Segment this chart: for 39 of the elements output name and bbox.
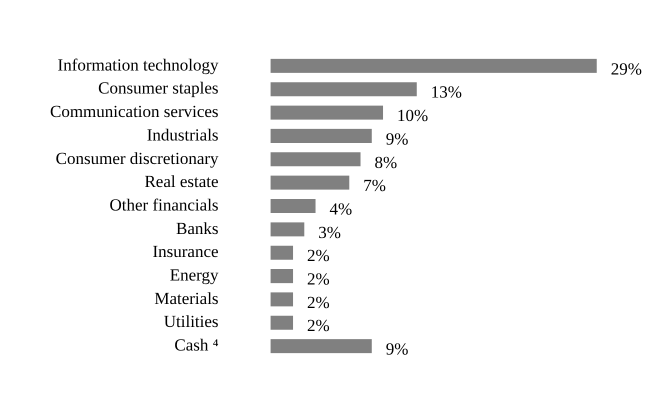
data-label: 8% — [374, 152, 398, 172]
bar — [270, 152, 361, 166]
y-tick-label: Information technology — [58, 55, 220, 74]
data-label: 2% — [307, 316, 330, 336]
bar — [270, 339, 372, 354]
bar — [270, 198, 316, 214]
bar — [270, 316, 294, 330]
y-tick-label: Energy — [170, 266, 220, 285]
y-tick-label: Utilities — [164, 312, 219, 332]
y-tick-label: Consumer staples — [98, 78, 219, 98]
bar — [270, 222, 304, 236]
data-label: 7% — [363, 176, 386, 196]
data-label: 9% — [386, 129, 408, 148]
y-tick-label: Industrials — [146, 125, 219, 144]
bar — [270, 106, 384, 120]
data-label: 4% — [330, 199, 352, 218]
bar — [270, 58, 597, 73]
bar — [270, 292, 294, 306]
bar — [270, 246, 294, 260]
y-tick-label: Banks — [176, 218, 219, 238]
data-label: 13% — [430, 82, 462, 102]
data-label: 2% — [307, 270, 330, 289]
data-label: 2% — [307, 292, 330, 312]
data-label: 2% — [307, 246, 330, 266]
y-tick-label: Consumer discretionary — [56, 148, 220, 168]
y-tick-label: Insurance — [152, 242, 219, 262]
y-tick-label: Cash ⁴ — [174, 336, 219, 355]
data-label: 10% — [397, 106, 428, 126]
y-tick-label: Communication services — [50, 102, 219, 122]
bar — [270, 82, 417, 96]
data-label: 29% — [610, 59, 642, 78]
data-label: 3% — [318, 222, 341, 242]
bar — [270, 176, 350, 190]
y-tick-label: Other financials — [110, 195, 219, 214]
bar — [270, 128, 372, 143]
y-tick-label: Real estate — [144, 172, 219, 192]
y-tick-label: Materials — [154, 288, 219, 308]
bar — [270, 269, 294, 284]
data-label: 9% — [386, 340, 408, 359]
